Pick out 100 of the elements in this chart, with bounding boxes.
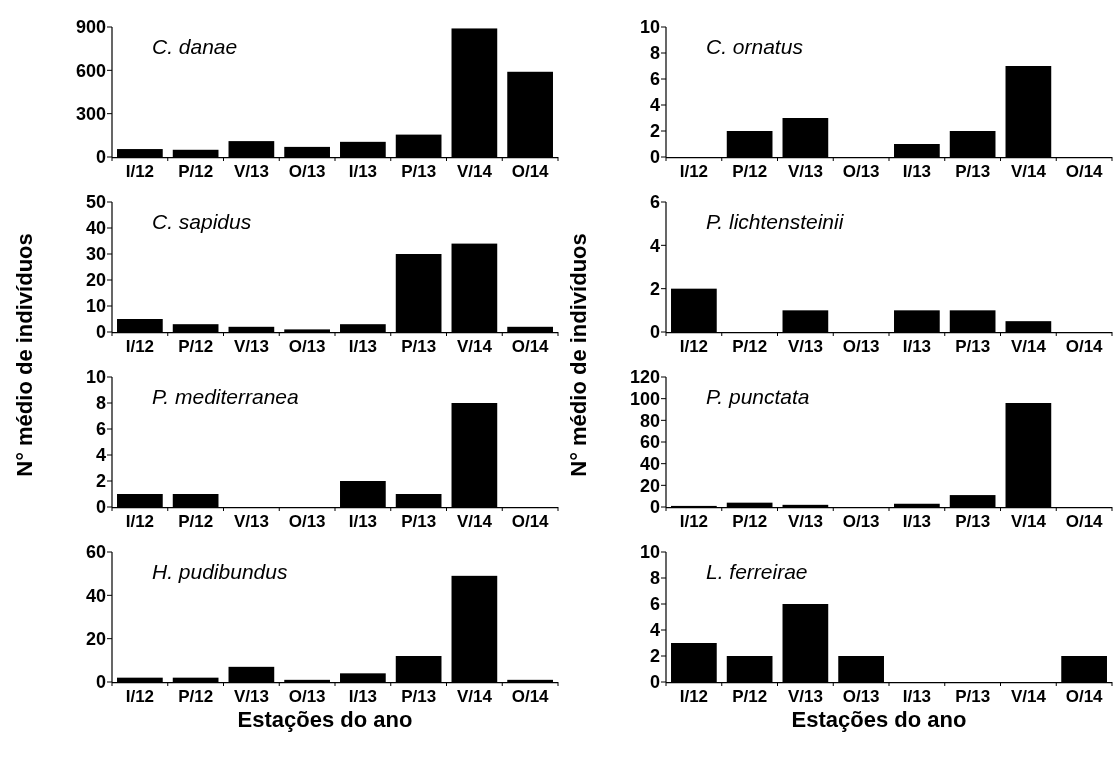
- y-tick-label: 2: [649, 278, 660, 299]
- x-tick-label: I/13: [902, 687, 932, 706]
- x-tick-label: O/13: [288, 337, 326, 356]
- y-tick-label: 40: [85, 218, 106, 239]
- y-tick-label: 0: [649, 322, 660, 343]
- y-tick-label: 120: [629, 367, 660, 388]
- x-tick-label: V/14: [1010, 337, 1047, 356]
- y-tick-label: 8: [95, 393, 106, 414]
- x-tick-label: P/12: [732, 337, 768, 356]
- y-tick-label: 6: [649, 192, 660, 213]
- x-tick-label: P/12: [178, 337, 214, 356]
- x-tick-label: O/14: [511, 162, 550, 181]
- x-tick-label: V/14: [456, 162, 493, 181]
- y-tick-label: 0: [95, 672, 106, 693]
- chart-title: P. mediterranea: [152, 385, 299, 409]
- chart-title: P. punctata: [706, 385, 810, 409]
- x-tick-label: I/12: [125, 512, 155, 531]
- x-tick-label: P/12: [178, 512, 214, 531]
- x-tick-label: I/12: [679, 162, 709, 181]
- x-tick-label: O/13: [288, 162, 326, 181]
- x-tick-label: V/13: [787, 162, 823, 181]
- x-tick-label: I/13: [348, 162, 378, 181]
- x-tick-label: I/13: [902, 512, 932, 531]
- y-axis-title: N° médio de indivíduos: [12, 233, 37, 477]
- y-tick-label: 10: [639, 17, 660, 38]
- y-tick-label: 0: [95, 497, 106, 518]
- x-tick-label: P/13: [401, 337, 437, 356]
- y-tick-label: 50: [85, 192, 106, 213]
- x-tick-label: V/13: [787, 337, 823, 356]
- x-tick-label: V/14: [1010, 687, 1047, 706]
- x-tick-label: O/13: [842, 337, 880, 356]
- x-tick-label: P/12: [732, 687, 768, 706]
- y-tick-label: 8: [649, 568, 660, 589]
- y-tick-label: 8: [649, 43, 660, 64]
- y-axis-title: N° médio de indivíduos: [566, 233, 591, 477]
- y-tick-label: 30: [85, 244, 106, 265]
- x-tick-label: V/13: [787, 512, 823, 531]
- y-tick-label: 6: [649, 594, 660, 615]
- x-tick-label: O/13: [288, 687, 326, 706]
- x-tick-label: P/13: [955, 337, 991, 356]
- y-tick-label: 600: [75, 60, 106, 81]
- chart-title: C. ornatus: [706, 35, 804, 59]
- y-tick-label: 900: [75, 17, 106, 38]
- x-tick-label: O/14: [1065, 337, 1104, 356]
- x-tick-label: P/12: [178, 687, 214, 706]
- x-tick-label: I/13: [902, 162, 932, 181]
- y-tick-label: 80: [639, 410, 660, 431]
- x-tick-label: O/14: [511, 512, 550, 531]
- x-tick-label: V/14: [1010, 162, 1047, 181]
- x-tick-label: I/12: [125, 337, 155, 356]
- y-tick-label: 60: [85, 542, 106, 563]
- x-tick-label: O/14: [511, 337, 550, 356]
- x-tick-label: I/12: [679, 687, 709, 706]
- y-tick-label: 2: [95, 471, 106, 492]
- x-axis-title: Estações do ano: [237, 707, 413, 732]
- y-tick-label: 60: [639, 432, 660, 453]
- y-tick-label: 0: [649, 672, 660, 693]
- x-tick-label: P/13: [401, 512, 437, 531]
- y-tick-label: 10: [85, 296, 106, 317]
- y-tick-label: 10: [85, 367, 106, 388]
- chart-title: C. sapidus: [152, 210, 252, 234]
- y-tick-label: 6: [95, 419, 106, 440]
- x-tick-label: I/13: [348, 337, 378, 356]
- chart-title: C. danae: [152, 35, 238, 59]
- x-tick-label: O/13: [842, 687, 880, 706]
- y-tick-label: 300: [75, 103, 106, 124]
- x-tick-label: I/13: [348, 512, 378, 531]
- x-tick-label: P/12: [732, 162, 768, 181]
- y-tick-label: 6: [649, 69, 660, 90]
- x-tick-label: P/13: [401, 687, 437, 706]
- x-tick-label: V/13: [787, 687, 823, 706]
- x-tick-label: O/13: [842, 512, 880, 531]
- y-tick-label: 4: [95, 445, 106, 466]
- y-tick-label: 40: [85, 585, 106, 606]
- x-tick-label: I/13: [348, 687, 378, 706]
- y-tick-label: 2: [649, 121, 660, 142]
- x-tick-label: I/12: [679, 337, 709, 356]
- x-tick-label: P/12: [732, 512, 768, 531]
- x-tick-label: P/13: [401, 162, 437, 181]
- y-tick-label: 10: [639, 542, 660, 563]
- x-tick-label: V/13: [233, 687, 269, 706]
- x-tick-label: V/14: [456, 337, 493, 356]
- x-tick-label: V/13: [233, 162, 269, 181]
- y-tick-label: 40: [639, 453, 660, 474]
- x-axis-title: Estações do ano: [791, 707, 967, 732]
- y-tick-label: 4: [649, 620, 660, 641]
- x-tick-label: I/12: [679, 512, 709, 531]
- chart-title: L. ferreirae: [706, 560, 808, 584]
- x-tick-label: I/13: [902, 337, 932, 356]
- x-tick-label: O/14: [511, 687, 550, 706]
- x-tick-label: P/13: [955, 162, 991, 181]
- x-tick-label: P/13: [955, 512, 991, 531]
- x-tick-label: P/12: [178, 162, 214, 181]
- x-tick-label: I/12: [125, 687, 155, 706]
- x-tick-label: V/14: [456, 512, 493, 531]
- y-tick-label: 100: [629, 388, 660, 409]
- x-tick-label: V/14: [1010, 512, 1047, 531]
- y-tick-label: 2: [649, 646, 660, 667]
- x-tick-label: P/13: [955, 687, 991, 706]
- y-tick-label: 20: [85, 270, 106, 291]
